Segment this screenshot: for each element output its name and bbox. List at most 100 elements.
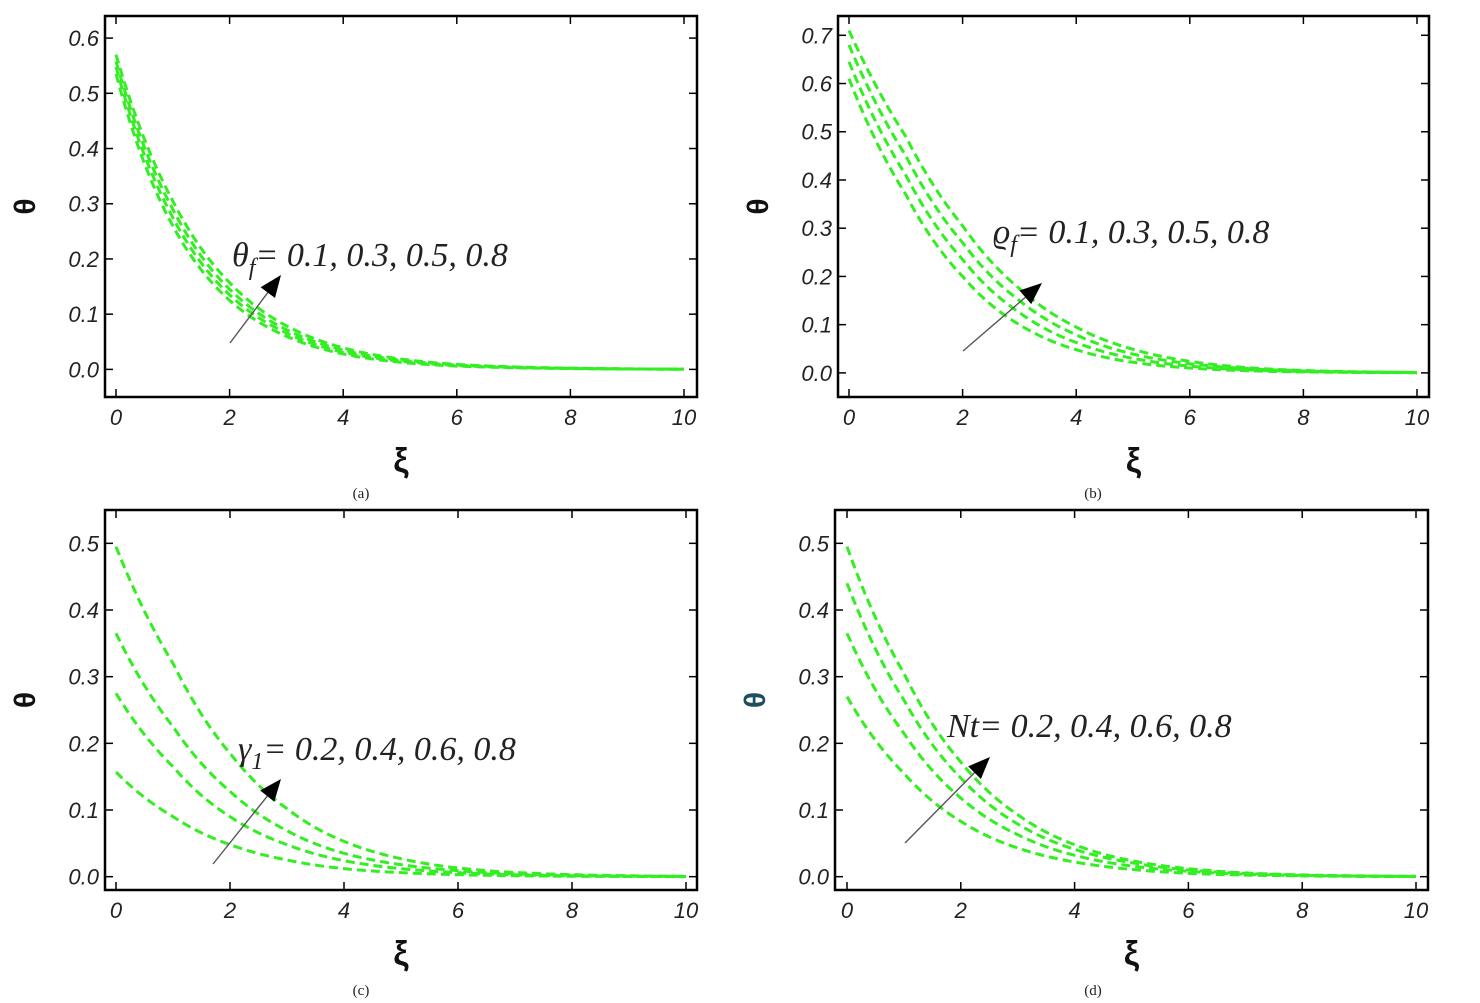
annotation-symbol: ϱ — [993, 214, 1010, 251]
annotation-subscript: f — [1010, 232, 1020, 258]
y-tick-label: 0.0 — [68, 357, 99, 382]
x-tick-label: 2 — [222, 405, 235, 430]
series-line-2 — [845, 632, 1417, 878]
trend-arrow-line — [904, 772, 976, 844]
y-axis-label: θ — [9, 692, 42, 708]
annotation-values: = 0.1, 0.3, 0.5, 0.8 — [1017, 214, 1269, 251]
y-tick-label: 0.5 — [801, 120, 832, 145]
plot-frame — [103, 508, 699, 892]
x-tick-label: 8 — [564, 405, 577, 430]
x-tick-label: 6 — [1182, 898, 1195, 923]
x-tick-label: 8 — [1297, 405, 1310, 430]
x-tick-label: 4 — [1068, 898, 1080, 923]
series-line-4 — [114, 54, 685, 371]
x-tick-label: 10 — [674, 898, 699, 923]
x-tick-label: 8 — [566, 898, 579, 923]
x-tick-label: 0 — [843, 405, 856, 430]
panel-3: 0.0 0.1 0.2 0.3 0.4 0.5 0 2 4 6 8 10 θ ξ γ1= 0.2, 0.4,… — [9, 508, 699, 999]
y-tick-label: 0.3 — [68, 192, 99, 217]
y-tick-label: 0.5 — [68, 531, 99, 556]
series-line-4 — [845, 546, 1417, 878]
series-line-3 — [847, 44, 1418, 374]
y-tick-label: 0.4 — [798, 598, 829, 623]
y-tick-label: 0.3 — [68, 665, 99, 690]
annotation-subscript: 1 — [251, 749, 263, 775]
series-line-2 — [114, 692, 687, 878]
trend-arrow-line — [962, 296, 1026, 352]
y-tick-label: 0.0 — [801, 361, 832, 386]
trend-arrow-head — [968, 757, 990, 779]
series-line-1 — [114, 73, 685, 371]
x-axis-label: ξ — [393, 442, 409, 480]
series-line-1 — [114, 770, 687, 879]
x-tick-label: 4 — [338, 898, 350, 923]
x-tick-label: 6 — [451, 405, 464, 430]
parameter-annotation: θf= 0.1, 0.3, 0.5, 0.8 — [232, 237, 508, 281]
series-line-4 — [114, 546, 687, 878]
y-tick-label: 0.0 — [68, 865, 99, 890]
x-tick-label: 2 — [955, 405, 968, 430]
series-line-4 — [847, 29, 1418, 374]
annotation-values: = 0.2, 0.4, 0.6, 0.8 — [263, 731, 515, 768]
annotation-symbol: Nt — [946, 708, 981, 745]
trend-arrow-line — [212, 795, 268, 865]
parameter-annotation: γ1= 0.2, 0.4, 0.6, 0.8 — [238, 731, 516, 775]
x-tick-label: 8 — [1296, 898, 1309, 923]
y-tick-label: 0.2 — [801, 264, 832, 289]
x-tick-label: 6 — [452, 898, 465, 923]
plot-frame — [836, 14, 1431, 399]
annotation-symbol: θ — [232, 237, 249, 274]
series-line-3 — [845, 582, 1417, 878]
panel-caption: (a) — [353, 486, 370, 502]
series-line-2 — [114, 66, 685, 371]
x-tick-label: 2 — [954, 898, 967, 923]
x-tick-label: 6 — [1184, 405, 1197, 430]
y-tick-label: 0.4 — [68, 598, 99, 623]
panel-4: 0.0 0.1 0.2 0.3 0.4 0.5 0 2 4 6 8 10 θ ξ Nt= 0.2, 0.4,… — [739, 508, 1430, 999]
x-tick-label: 4 — [337, 405, 349, 430]
x-tick-label: 0 — [110, 898, 123, 923]
y-tick-label: 0.7 — [801, 23, 832, 48]
y-tick-label: 0.3 — [798, 665, 829, 690]
plot-frame — [103, 14, 699, 399]
annotation-values: = 0.2, 0.4, 0.6, 0.8 — [979, 708, 1231, 745]
x-axis-label: ξ — [393, 935, 409, 973]
y-tick-label: 0.4 — [68, 137, 99, 162]
y-axis-label: θ — [742, 198, 775, 214]
y-tick-label: 0.1 — [798, 798, 829, 823]
x-tick-label: 2 — [223, 898, 236, 923]
y-tick-label: 0.1 — [68, 302, 99, 327]
annotation-subscript: f — [249, 255, 259, 281]
y-tick-label: 0.6 — [68, 26, 99, 51]
y-tick-label: 0.5 — [68, 81, 99, 106]
y-tick-label: 0.2 — [798, 731, 829, 756]
y-tick-label: 0.3 — [801, 216, 832, 241]
annotation-values: = 0.1, 0.3, 0.5, 0.8 — [255, 237, 507, 274]
x-axis-label: ξ — [1124, 935, 1140, 973]
y-axis-label: θ — [739, 692, 772, 708]
y-tick-label: 0.0 — [798, 865, 829, 890]
annotation-symbol: γ — [238, 731, 253, 768]
series-line-1 — [847, 78, 1418, 375]
parameter-annotation: ϱf= 0.1, 0.3, 0.5, 0.8 — [993, 214, 1269, 258]
x-axis-label: ξ — [1126, 442, 1142, 480]
x-tick-label: 10 — [1404, 898, 1429, 923]
y-tick-label: 0.2 — [68, 731, 99, 756]
x-tick-label: 10 — [672, 405, 697, 430]
plot-frame — [833, 508, 1430, 892]
x-tick-label: 4 — [1070, 405, 1082, 430]
y-tick-label: 0.4 — [801, 168, 832, 193]
y-axis-label: θ — [9, 198, 42, 214]
trend-arrow-line — [229, 292, 269, 344]
y-tick-label: 0.1 — [801, 313, 832, 338]
panel-2: 0.0 0.1 0.2 0.3 0.4 0.5 0.6 0.7 0 2 4 6 8 10 θ ξ ϱf= 0.1… — [742, 14, 1431, 502]
panel-caption: (c) — [353, 983, 370, 999]
x-tick-label: 0 — [841, 898, 854, 923]
y-tick-label: 0.1 — [68, 798, 99, 823]
trend-arrow-head — [1019, 283, 1042, 305]
y-tick-label: 0.5 — [798, 531, 829, 556]
panel-caption: (d) — [1084, 983, 1102, 999]
panel-caption: (b) — [1084, 486, 1102, 502]
